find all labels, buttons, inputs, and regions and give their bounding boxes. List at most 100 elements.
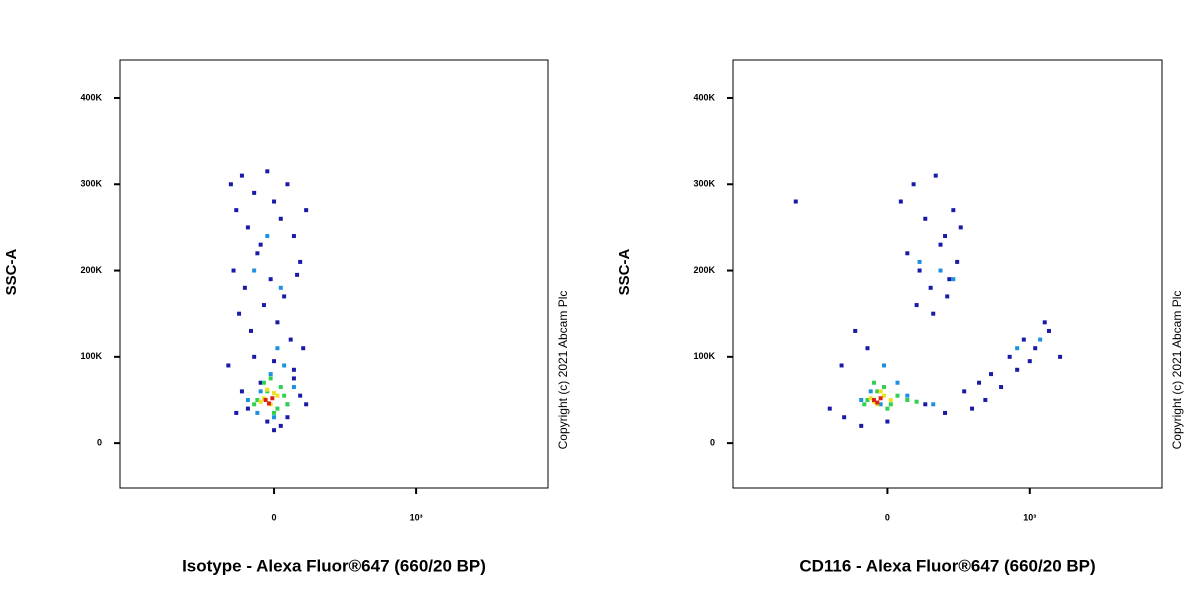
event-dot	[868, 389, 873, 394]
event-dot	[951, 277, 956, 282]
event-dot	[295, 272, 300, 277]
event-dot	[285, 415, 290, 420]
event-dot	[933, 173, 938, 178]
event-dot	[875, 389, 880, 394]
y-tick-label: 100K	[693, 351, 715, 361]
event-dot	[245, 225, 250, 230]
event-dot	[234, 208, 239, 213]
event-dot	[291, 385, 296, 390]
event-dot	[255, 251, 260, 256]
event-dot	[304, 402, 309, 407]
event-dot	[242, 285, 247, 290]
event-dot	[268, 376, 273, 381]
event-dot	[983, 397, 988, 402]
event-dot	[298, 393, 303, 398]
event-dot	[261, 303, 266, 308]
event-dot	[885, 406, 890, 411]
event-dot	[298, 259, 303, 264]
plot: 0 100K 200K 300K 400K 0 10³ CD116 - Alexa Fluor…	[616, 59, 1184, 575]
event-dot	[282, 363, 287, 368]
event-dot	[266, 401, 271, 406]
event-dot	[951, 208, 956, 213]
event-dot	[882, 385, 887, 390]
event-dot	[827, 406, 832, 411]
event-dot	[943, 410, 948, 415]
y-tick-label: 300K	[80, 179, 102, 189]
event-dot	[865, 346, 870, 351]
event-dot	[905, 251, 910, 256]
event-dot	[859, 397, 864, 402]
event-dot	[278, 216, 283, 221]
event-dot	[252, 268, 257, 273]
event-dot	[1042, 320, 1047, 325]
event-dot	[947, 277, 952, 282]
event-dot	[226, 363, 231, 368]
event-dot	[923, 216, 928, 221]
event-dot	[931, 311, 936, 316]
event-dot	[917, 259, 922, 264]
event-dot	[272, 199, 277, 204]
event-dot	[278, 423, 283, 428]
event-dot	[255, 397, 260, 402]
event-dot	[999, 385, 1004, 390]
event-dot	[943, 234, 948, 239]
event-dot	[278, 385, 283, 390]
copyright: Copyright (c) 2021 Abcam Plc	[1170, 291, 1184, 450]
event-dot	[888, 402, 893, 407]
event-dot	[888, 397, 893, 402]
y-tick-label: 0	[710, 438, 715, 448]
event-dot	[970, 406, 975, 411]
event-dot	[249, 328, 254, 333]
event-dot	[1021, 337, 1026, 342]
event-dot	[895, 380, 900, 385]
event-dot	[268, 277, 273, 282]
event-dot	[258, 242, 263, 247]
event-dot	[882, 393, 887, 398]
y-tick-label: 100K	[80, 351, 102, 361]
event-dot	[282, 294, 287, 299]
event-dot	[1033, 346, 1038, 351]
event-dot	[268, 372, 273, 377]
x-tick-label: 10³	[410, 512, 423, 522]
event-dot	[285, 402, 290, 407]
event-dot	[265, 387, 270, 392]
event-dot	[911, 182, 916, 187]
plot-frame	[119, 59, 549, 489]
copyright: Copyright (c) 2021 Abcam Plc	[556, 291, 570, 450]
event-dot	[859, 423, 864, 428]
event-dot	[285, 182, 290, 187]
event-dot	[878, 389, 883, 394]
event-dot	[275, 406, 280, 411]
event-dot	[237, 311, 242, 316]
y-tick-label: 0	[97, 438, 102, 448]
event-dot	[871, 397, 876, 402]
event-dot	[1038, 337, 1043, 342]
event-dot	[291, 367, 296, 372]
event-dot	[1046, 328, 1051, 333]
event-dot	[234, 410, 239, 415]
event-dot	[839, 363, 844, 368]
event-dot	[989, 372, 994, 377]
event-dot	[261, 380, 266, 385]
event-dot	[239, 389, 244, 394]
event-dot	[875, 400, 880, 405]
event-dot	[258, 380, 263, 385]
event-dot	[265, 419, 270, 424]
event-dot	[917, 268, 922, 273]
event-dot	[1015, 367, 1020, 372]
y-tick-label: 200K	[80, 265, 102, 275]
event-dot	[914, 399, 919, 404]
event-dot	[905, 393, 910, 398]
event-dot	[278, 285, 283, 290]
event-dot	[228, 182, 233, 187]
event-dot	[265, 234, 270, 239]
event-dot	[938, 242, 943, 247]
event-dot	[1015, 346, 1020, 351]
event-dot	[301, 346, 306, 351]
y-axis-title: SSC-A	[616, 248, 633, 295]
event-dot	[878, 396, 883, 401]
event-dot	[895, 393, 900, 398]
y-tick-label: 300K	[693, 179, 715, 189]
event-dot	[282, 393, 287, 398]
event-dot	[275, 320, 280, 325]
